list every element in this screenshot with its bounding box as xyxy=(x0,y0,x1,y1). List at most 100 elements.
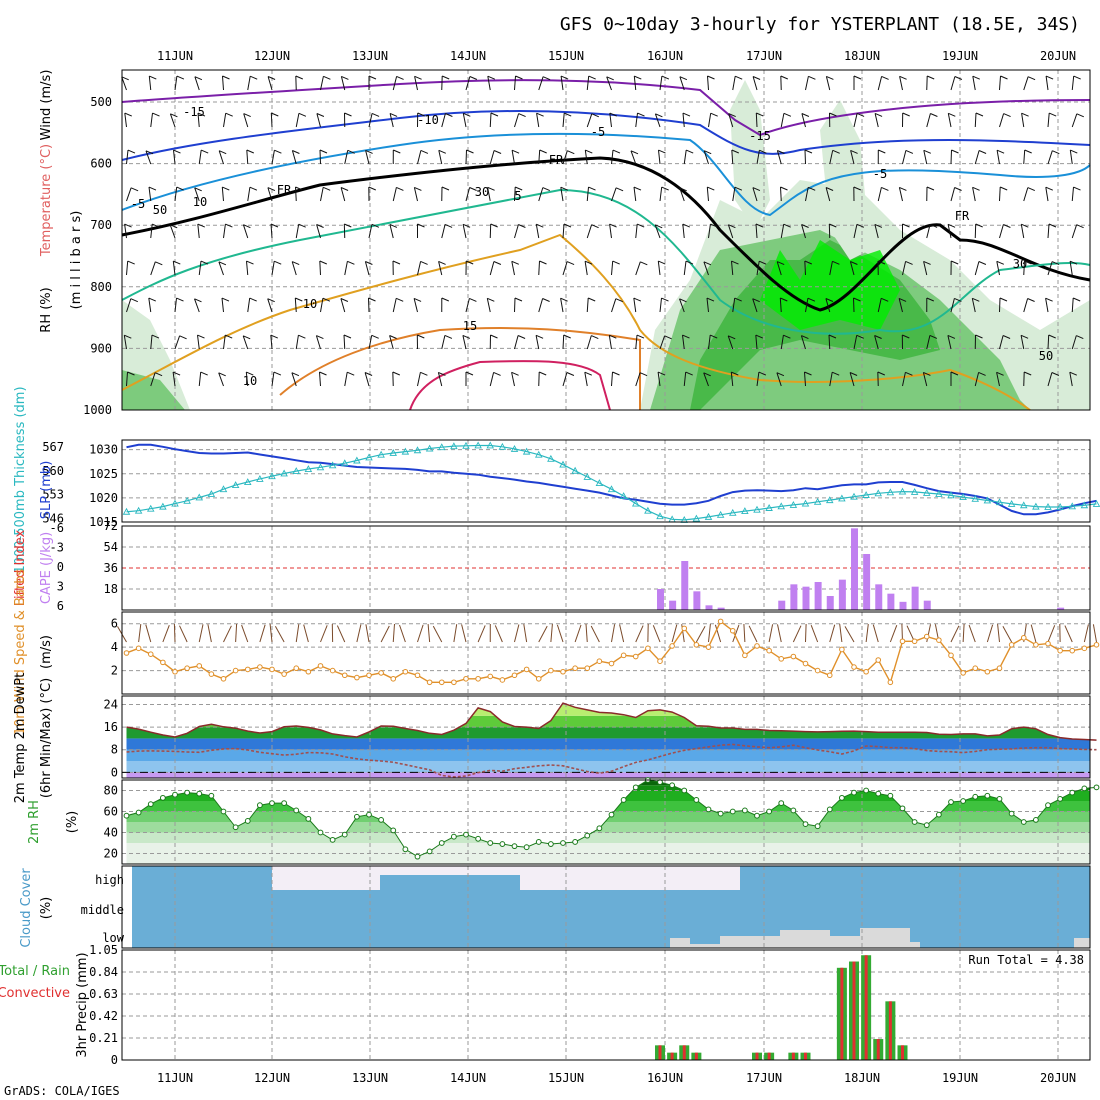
rh2m-point xyxy=(620,797,627,803)
rh2m-point xyxy=(754,812,760,819)
wind10-point xyxy=(341,672,348,679)
temp-ylabel: 2m Temp 2m DewPt xyxy=(13,673,28,804)
thickness-tick-label: 567 xyxy=(42,440,64,454)
wind10-point xyxy=(717,618,724,625)
thickness-point xyxy=(607,485,616,493)
wind10-point xyxy=(766,647,772,654)
thickness-point xyxy=(280,469,288,477)
precip-convective-bar xyxy=(694,1052,698,1060)
wind10-barbs xyxy=(117,623,1097,643)
thickness-point xyxy=(813,497,822,505)
temperature-contour xyxy=(409,360,611,411)
thickness-point xyxy=(644,506,652,514)
cape-bar xyxy=(887,593,895,610)
contour-label: FR xyxy=(549,153,564,167)
wind10-point xyxy=(208,671,215,677)
wind10-point xyxy=(414,672,421,679)
wind10-point xyxy=(147,651,154,657)
thickness-point xyxy=(425,444,434,452)
contour-label: 15 xyxy=(463,319,477,333)
thickness-point xyxy=(510,444,519,452)
rh2m-point xyxy=(329,836,336,843)
rh2m-point xyxy=(899,805,906,812)
rh2m-point xyxy=(220,808,227,815)
wind10-point xyxy=(451,679,457,686)
wind10-point xyxy=(584,665,591,672)
pressure-tick-label: 500 xyxy=(90,95,112,109)
rh2m-point xyxy=(851,789,857,796)
thickness-point xyxy=(559,460,567,468)
wind-tick-label: 6 xyxy=(111,617,118,631)
thickness-point xyxy=(862,491,870,498)
wind10-point xyxy=(899,638,906,645)
pressure-tick-label: 600 xyxy=(90,157,112,171)
y-axis-titles: Wind (m/s) Temperature (°C) RH (%) (m i … xyxy=(0,70,90,1058)
top-day-label: 13JUN xyxy=(352,49,388,63)
bottom-day-label: 16JUN xyxy=(647,1071,683,1085)
rh2m-point xyxy=(426,848,433,855)
temp-tick-label: 24 xyxy=(104,697,118,711)
upper-ylabel-wind: Wind (m/s) xyxy=(39,70,54,141)
rh2m-point xyxy=(1045,802,1051,809)
precip-convective-bar xyxy=(682,1045,686,1060)
contour-label: 30 xyxy=(1013,257,1027,271)
wind10-point xyxy=(305,668,312,675)
rh2m-point xyxy=(450,833,457,840)
thickness-point xyxy=(704,512,713,520)
contour-label: 30 xyxy=(475,185,489,199)
thickness-point xyxy=(268,472,276,480)
rh2m-point xyxy=(826,806,833,813)
precip-convective-bar xyxy=(791,1052,795,1060)
thickness-point xyxy=(534,450,543,458)
contour-label: -15 xyxy=(749,129,771,143)
rh2m-point xyxy=(244,818,251,824)
wind10-point xyxy=(378,670,384,676)
thickness-point xyxy=(947,491,955,499)
rh2m-point xyxy=(172,791,178,798)
wind10-point xyxy=(329,667,336,674)
thickness-tick-label: 560 xyxy=(42,464,64,478)
thickness-point xyxy=(1007,499,1016,507)
rh2m-point xyxy=(487,840,494,846)
cape-bar xyxy=(863,554,871,610)
wind10-point xyxy=(911,638,918,645)
wind10-point xyxy=(960,670,966,676)
temp2m-series-line xyxy=(126,702,1097,741)
contour-label: -5 xyxy=(591,125,605,139)
wind10-point xyxy=(693,642,700,648)
cape-bar xyxy=(875,584,883,610)
cape-tick-label: 54 xyxy=(104,540,118,554)
thickness-point xyxy=(983,496,992,504)
rh2m-point xyxy=(838,794,845,801)
rh2m-point xyxy=(499,841,506,847)
contour-label: 50 xyxy=(153,203,167,217)
thickness-point xyxy=(1044,503,1052,510)
temperature-contour xyxy=(279,327,641,410)
slp-series-line xyxy=(126,443,1097,516)
thickness-point xyxy=(741,507,749,515)
cape-tick-label: 36 xyxy=(104,561,118,575)
wind10-point xyxy=(996,665,1003,672)
rh2m-point xyxy=(669,782,676,789)
thickness-point xyxy=(146,504,155,512)
low-cloud-patch xyxy=(670,928,920,948)
contour-label: FR xyxy=(955,209,970,223)
cape-bar xyxy=(681,561,689,610)
rh2m-point xyxy=(366,811,372,818)
wind10-point xyxy=(826,672,833,679)
rh2m-point xyxy=(596,825,603,832)
rh2m-point xyxy=(572,839,579,845)
wind10-point xyxy=(632,653,639,660)
rh2m-point xyxy=(305,815,312,822)
wind10-point xyxy=(160,659,166,666)
thickness-point xyxy=(219,485,228,493)
rh2m-point xyxy=(317,829,324,836)
thickness-point xyxy=(898,487,907,495)
cape-bar xyxy=(778,600,786,610)
precip-tick-label: 0 xyxy=(111,1053,118,1067)
thickness-tick-label: 553 xyxy=(42,488,64,502)
rh2m-point xyxy=(960,798,967,804)
cape-ylabel-right: CAPE (J/kg) xyxy=(39,532,54,604)
rh2m-point xyxy=(1093,784,1100,791)
pressure-tick-label: 1000 xyxy=(83,403,112,417)
